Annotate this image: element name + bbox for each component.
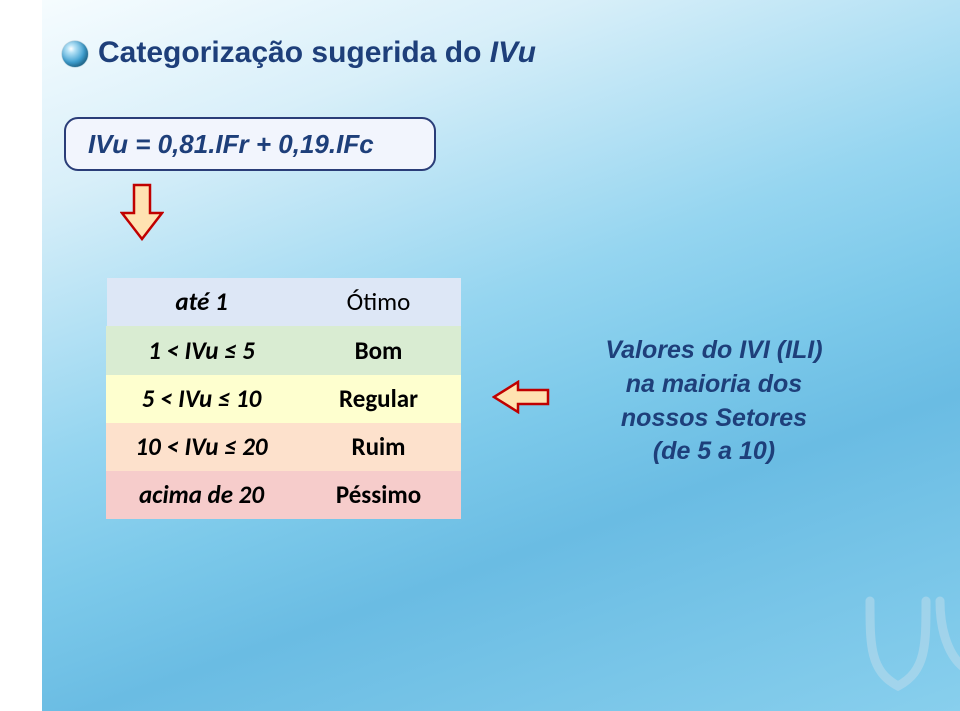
title-prefix: Categorização sugerida do [98, 36, 490, 69]
table-row: 1 < IVu ≤ 5 Bom [107, 326, 461, 374]
note-line: Valores do IVI (ILI) [605, 336, 822, 364]
slide: Categorização sugerida do IVu IVu = 0,81… [0, 0, 960, 711]
logo-icon [850, 591, 960, 711]
label-cell: Regular [297, 374, 461, 422]
range-cell: 5 < IVu ≤ 10 [107, 374, 297, 422]
slide-title: Categorização sugerida do IVu [98, 36, 536, 70]
bullet-icon [62, 41, 88, 67]
label-cell: Bom [297, 326, 461, 374]
note-line: (de 5 a 10) [653, 437, 775, 465]
side-note: Valores do IVI (ILI) na maioria dos noss… [564, 334, 864, 469]
left-white-band [0, 0, 42, 711]
category-table: até 1 Ótimo 1 < IVu ≤ 5 Bom 5 < IVu ≤ 10… [106, 278, 461, 519]
table-row: 10 < IVu ≤ 20 Ruim [107, 422, 461, 470]
range-cell: 1 < IVu ≤ 5 [107, 326, 297, 374]
down-arrow-icon [120, 183, 164, 241]
left-arrow-icon [492, 380, 550, 414]
table-row: até 1 Ótimo [107, 278, 461, 326]
range-cell: acima de 20 [107, 470, 297, 518]
range-cell: até 1 [107, 278, 297, 326]
label-cell: Péssimo [297, 470, 461, 518]
label-cell: Ruim [297, 422, 461, 470]
range-cell: 10 < IVu ≤ 20 [107, 422, 297, 470]
note-line: na maioria dos [626, 370, 802, 398]
title-italic-term: IVu [490, 36, 536, 69]
table-row: acima de 20 Péssimo [107, 470, 461, 518]
formula-text: IVu = 0,81.IFr + 0,19.IFc [88, 129, 374, 160]
label-cell: Ótimo [297, 278, 461, 326]
formula-box: IVu = 0,81.IFr + 0,19.IFc [64, 117, 436, 171]
table-row: 5 < IVu ≤ 10 Regular [107, 374, 461, 422]
note-line: nossos Setores [621, 404, 807, 432]
